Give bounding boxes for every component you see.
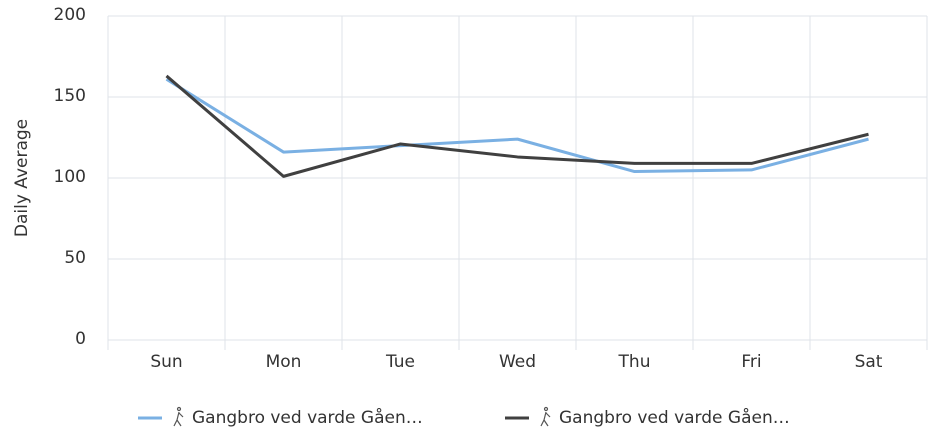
legend-icon — [173, 406, 184, 427]
y-tick-label: 100 — [54, 167, 86, 187]
x-tick-label: Mon — [266, 352, 302, 372]
x-tick-label: Fri — [741, 352, 761, 372]
y-tick-label: 50 — [64, 248, 86, 268]
legend-icon — [540, 406, 551, 427]
legend-item: Gangbro ved varde Gåen… — [138, 406, 423, 428]
y-tick-label: 0 — [75, 329, 86, 349]
series-line — [165, 77, 869, 174]
legend-item: Gangbro ved varde Gåen… — [505, 406, 790, 428]
x-tick-label: Sat — [855, 352, 883, 372]
series-line — [165, 74, 869, 178]
x-tick-label: Wed — [499, 352, 536, 372]
x-tick-label: Sun — [150, 352, 182, 372]
y-tick-label: 200 — [54, 5, 86, 25]
y-tick-label: 150 — [54, 86, 86, 106]
legend-label: Gangbro ved varde Gåen… — [559, 407, 790, 428]
y-axis-label: Daily Average — [12, 119, 32, 237]
x-tick-label: Tue — [385, 352, 415, 372]
legend-label: Gangbro ved varde Gåen… — [192, 407, 423, 428]
x-tick-label: Thu — [618, 352, 651, 372]
